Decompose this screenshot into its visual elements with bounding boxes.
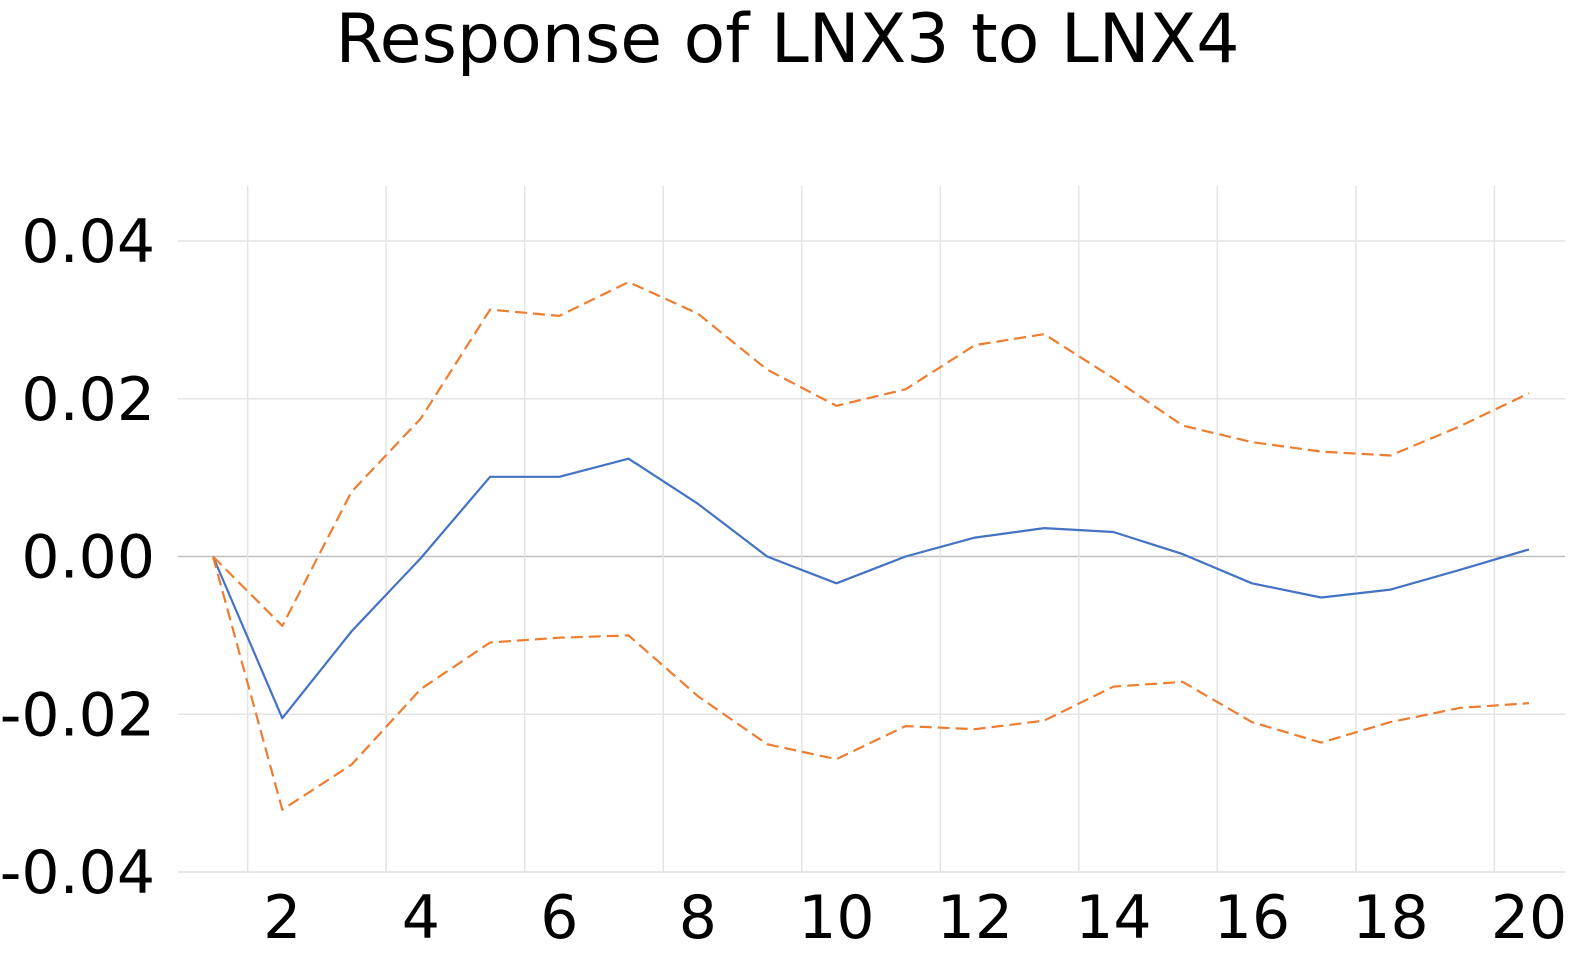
- gridlines: [178, 186, 1565, 873]
- x-tick-label: 18: [1352, 883, 1428, 953]
- x-tick-label: 20: [1491, 883, 1567, 953]
- y-tick-label: 0.00: [21, 523, 155, 593]
- x-tick-label: 14: [1075, 883, 1151, 953]
- y-tick-label: 0.04: [21, 207, 155, 277]
- x-tick-label: 4: [402, 883, 440, 953]
- chart-title: Response of LNX3 to LNX4: [335, 0, 1240, 79]
- y-tick-label: -0.04: [0, 838, 155, 908]
- x-tick-label: 2: [263, 883, 301, 953]
- y-tick-label: -0.02: [0, 680, 155, 750]
- y-axis-tick-labels: 0.04 0.02 0.00 -0.02 -0.04: [0, 207, 155, 908]
- x-tick-label: 6: [540, 883, 578, 953]
- upper-confidence-band-line: [212, 280, 1530, 628]
- x-tick-label: 12: [937, 883, 1013, 953]
- response-line: [211, 457, 1530, 720]
- series-lines: [211, 280, 1530, 811]
- lower-confidence-band-line: [211, 556, 1530, 811]
- x-axis-tick-labels: 2 4 6 8 10 12 14 16 18 20: [263, 883, 1567, 953]
- x-tick-label: 16: [1214, 883, 1290, 953]
- x-tick-label: 8: [679, 883, 717, 953]
- x-tick-label: 10: [798, 883, 874, 953]
- y-tick-label: 0.02: [21, 365, 155, 435]
